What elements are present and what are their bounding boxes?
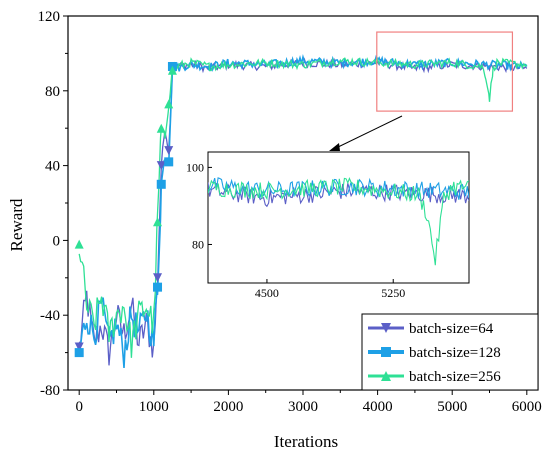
y-axis-title: Reward <box>7 198 26 251</box>
series-line-3 <box>78 56 528 358</box>
zoom-arrow-line <box>333 115 403 150</box>
zoom-arrow-head <box>329 143 340 151</box>
legend-item: batch-size=128 <box>368 345 501 361</box>
x-tick-label: 3000 <box>288 399 318 415</box>
x-tick-label: 4000 <box>363 399 393 415</box>
series-3-marker <box>164 99 174 109</box>
legend-swatch-marker <box>381 323 391 333</box>
series-3-marker <box>74 239 84 249</box>
series-2-marker <box>74 348 84 358</box>
series-3-marker <box>156 123 166 133</box>
series-3-marker <box>167 65 177 75</box>
series-2-marker <box>153 282 163 292</box>
series-1-marker <box>153 273 163 283</box>
y-tick-label: -80 <box>40 383 60 399</box>
legend-item: batch-size=64 <box>368 321 494 337</box>
inset-plot-area: 4500 5250 80 100 <box>186 151 470 300</box>
y-tick-label: 120 <box>38 9 61 25</box>
legend-swatch-marker <box>381 371 391 381</box>
legend: batch-size=64 batch-size=128 batch-size=25… <box>361 313 539 391</box>
main-axes: 0 1000 2000 3000 4000 5000 6000 -80 -40 0 40 80 120 <box>38 9 542 415</box>
series-2-marker <box>164 157 174 167</box>
main-plot-area <box>74 54 528 369</box>
inset-series-line-3 <box>208 177 469 266</box>
legend-swatch-marker <box>381 347 391 357</box>
series-1-marker <box>156 161 166 171</box>
inset-frame <box>207 151 470 284</box>
legend-item: batch-size=256 <box>368 369 501 385</box>
x-tick-label: 1000 <box>139 399 169 415</box>
inset-x-tick-label: 5250 <box>381 286 405 300</box>
y-tick-label: 0 <box>53 233 61 249</box>
y-tick-label: 40 <box>45 159 60 175</box>
inset-lines <box>208 177 469 266</box>
inset-y-tick-label: 80 <box>192 237 204 251</box>
series-1-marker <box>164 146 174 156</box>
series-1-marker <box>74 342 84 352</box>
x-axis-title: Iterations <box>274 432 338 451</box>
x-tick-label: 6000 <box>512 399 542 415</box>
x-tick-label: 5000 <box>437 399 467 415</box>
inset-y-tick-label: 100 <box>186 160 204 174</box>
series-2-marker <box>156 179 166 189</box>
legend-label: batch-size=64 <box>409 321 494 337</box>
inset-x-tick-label: 4500 <box>255 286 279 300</box>
legend-label: batch-size=128 <box>409 345 501 361</box>
zoom-region-box <box>329 31 514 151</box>
zoom-rectangle <box>376 31 514 112</box>
legend-label: batch-size=256 <box>409 369 501 385</box>
y-tick-label: 80 <box>45 84 60 100</box>
series-3-marker <box>153 217 163 227</box>
y-tick-label: -40 <box>40 308 60 324</box>
x-tick-label: 2000 <box>213 399 243 415</box>
x-tick-label: 0 <box>75 399 83 415</box>
